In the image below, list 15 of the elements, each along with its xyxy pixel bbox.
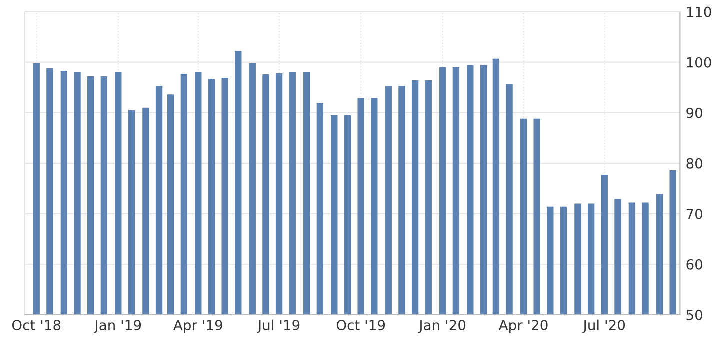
y-tick-label: 90	[686, 108, 703, 118]
x-tick-label: Jan '20	[418, 320, 466, 334]
x-tick-label: Oct '18	[12, 320, 61, 331]
y-tick-label: 110	[687, 6, 712, 18]
y-tick-label: 70	[686, 208, 703, 220]
y-tick-label: 100	[687, 57, 712, 68]
y-tick-label: 50	[686, 310, 703, 320]
y-tick-label: 60	[686, 259, 703, 270]
x-tick-label: Jan '19	[94, 320, 142, 334]
x-tick-label: Apr '20	[498, 320, 548, 334]
x-tick-label: Apr '19	[174, 320, 222, 334]
x-tick-label: Jul '20	[582, 320, 626, 334]
y-tick-label: 80	[686, 158, 703, 169]
x-tick-label: Jul '19	[257, 320, 300, 334]
x-tick-label: Oct '19	[336, 320, 386, 331]
